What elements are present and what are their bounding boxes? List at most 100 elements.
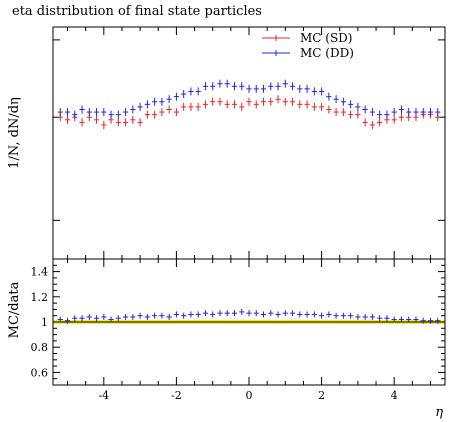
ratio-points [57,308,441,324]
mc-sd-point [195,102,201,111]
mc-dd-point [391,108,397,117]
mc-sd-point [391,115,397,124]
ratio-point [246,310,252,317]
mc-dd-point [130,105,136,114]
ratio-point [79,315,85,322]
ratio-point [217,310,223,317]
ratio-point [253,310,259,317]
ratio-point [224,310,230,317]
mc-sd-point [137,118,143,127]
mc-dd-point [210,82,216,91]
ratio-point [115,315,121,322]
x-tick-label: 2 [318,389,325,402]
mc-dd-point [260,84,267,93]
mc-sd-point [122,118,129,127]
x-tick-label: -2 [171,389,182,402]
mc-dd-point [93,108,100,117]
ratio-point [93,315,100,322]
mc-dd-point [406,108,412,117]
mc-dd-point [101,108,107,117]
mc-dd-point [253,84,259,93]
mc-dd-points [57,79,441,119]
ratio-point [413,316,419,323]
ratio-point [57,316,63,323]
ratio-point [202,310,209,317]
mc-dd-point [181,90,187,99]
ratio-point [333,312,339,319]
mc-sd-point [362,118,368,127]
mc-sd-point [115,118,121,127]
ratio-point [64,317,71,324]
mc-sd-point [188,102,194,111]
mc-dd-point [377,110,383,119]
ratio-point [195,311,201,318]
mc-dd-point [362,105,368,114]
mc-sd-point [268,97,274,106]
ratio-point [72,315,78,322]
ratio-point [289,310,296,317]
mc-sd-point [173,108,180,117]
mc-dd-point [202,82,209,91]
ratio-point [188,311,194,318]
legend-label: MC (DD) [300,46,354,60]
mc-sd-points [57,95,441,129]
ratio-point [362,313,368,320]
ratio-point [427,317,434,324]
mc-dd-point [420,108,426,117]
mc-dd-point [246,84,252,93]
x-tick-label: -4 [98,389,109,402]
ratio-point [348,312,354,319]
mc-sd-point [181,102,187,111]
mc-sd-point [130,115,136,124]
ratio-y-tick-label: 1.4 [31,266,49,279]
ratio-point [435,317,441,324]
ratio-point [311,311,317,318]
ratio-point [152,312,158,319]
mc-sd-point [282,97,288,106]
ratio-point [122,313,129,320]
mc-sd-point [348,110,354,119]
mc-sd-point [304,100,310,109]
ratio-point [398,316,405,323]
mc-dd-point [348,100,354,109]
x-axis-label: η [435,405,443,420]
ratio-point [210,311,216,318]
ratio-point [377,315,383,322]
mc-sd-point [144,110,150,119]
mc-dd-point [355,102,361,111]
x-tick-label: 4 [391,389,398,402]
mc-sd-point [355,110,361,119]
x-tick-label: 0 [246,389,253,402]
mc-dd-point [427,108,434,117]
mc-dd-point [268,82,274,91]
mc-dd-point [384,110,390,119]
mc-dd-point [369,108,376,117]
ratio-point [326,311,332,318]
mc-dd-point [340,97,346,106]
ratio-point [268,310,274,317]
main-y-axis-label: 1/N, dN/dη [7,97,22,169]
ratio-point [166,313,172,320]
ratio-point [275,311,281,318]
mc-dd-point [137,102,143,111]
ratio-point [420,317,426,324]
mc-sd-point [152,110,158,119]
legend: MC (SD)MC (DD) [262,31,354,60]
mc-dd-point [326,92,332,101]
ratio-point [406,316,412,323]
mc-sd-point [318,102,325,111]
mc-sd-point [246,97,252,106]
chart-title: eta distribution of final state particle… [12,4,262,19]
mc-sd-point [231,100,238,109]
main-plot-frame [52,26,446,260]
mc-sd-point [333,108,339,117]
ratio-point [297,311,303,318]
ratio-point [159,312,165,319]
mc-dd-point [144,100,150,109]
mc-sd-point [275,95,281,104]
ratio-y-tick-label: 1 [41,316,48,329]
ratio-point [282,310,288,317]
mc-dd-point [282,79,288,88]
ratio-point [318,312,325,319]
mc-sd-point [326,105,332,114]
